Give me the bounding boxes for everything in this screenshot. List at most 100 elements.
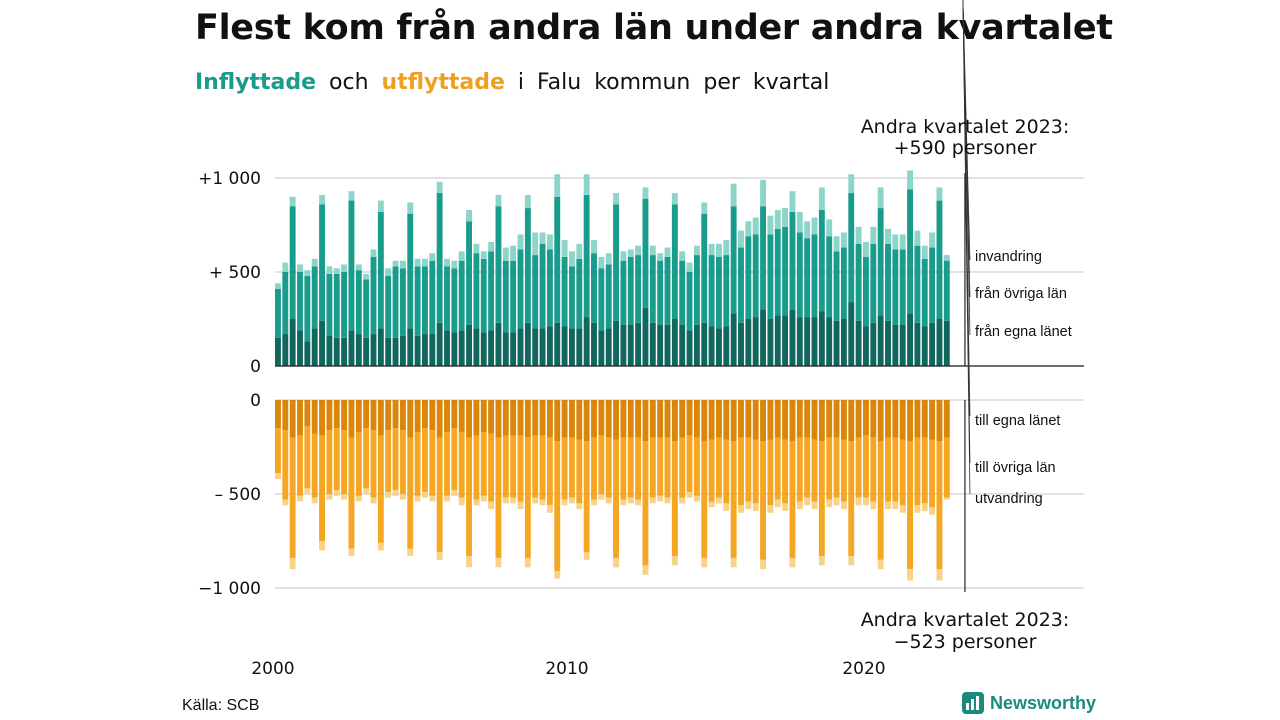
- newsworthy-logo-icon: [962, 692, 984, 714]
- bar-out-other-2011Q1: [598, 435, 605, 494]
- bar-in-other-2018Q4: [826, 236, 833, 318]
- bar-out-other-2007Q3: [495, 437, 502, 558]
- bar-in-own-2021Q1: [892, 324, 899, 366]
- bar-out-other-2002Q4: [355, 431, 362, 496]
- bar-in-other-2020Q4: [885, 243, 891, 321]
- bar-out-emig-2020Q4: [885, 501, 891, 510]
- bar-out-emig-2006Q4: [473, 499, 480, 506]
- bar-in-other-2006Q1: [451, 268, 458, 333]
- bar-in-immig-2020Q3: [877, 187, 884, 209]
- gridlines: [275, 177, 1084, 589]
- bar-out-own-2017Q4: [796, 400, 803, 438]
- bar-in-other-2022Q3: [936, 200, 943, 319]
- bar-out-emig-2021Q1: [892, 501, 899, 510]
- bar-out-other-2017Q4: [796, 437, 803, 502]
- axes: [275, 173, 1084, 592]
- bar-in-immig-2000Q4: [297, 264, 303, 272]
- bar-in-immig-2018Q1: [804, 221, 811, 239]
- bar-out-emig-2002Q1: [333, 490, 340, 496]
- bar-in-other-2014Q1: [686, 272, 693, 331]
- bar-out-own-2016Q2: [752, 400, 759, 440]
- bar-in-immig-2016Q2: [752, 217, 759, 235]
- bar-in-immig-2012Q2: [635, 245, 642, 256]
- bar-out-emig-2003Q2: [370, 497, 377, 504]
- bar-out-own-2014Q3: [701, 400, 708, 442]
- bar-in-immig-2018Q2: [811, 217, 818, 235]
- y-tick-bottom-2: −1 000: [198, 579, 261, 599]
- bar-out-emig-2004Q3: [407, 548, 414, 557]
- bar-out-own-2020Q1: [863, 400, 869, 436]
- annotation-top-line2: +590 personer: [894, 137, 1037, 159]
- bar-out-own-2001Q3: [319, 400, 325, 436]
- bar-in-other-2018Q3: [818, 209, 825, 312]
- bar-out-own-2002Q1: [333, 400, 340, 429]
- label-leader-out-2: [962, 0, 971, 495]
- bar-in-own-2015Q2: [723, 326, 730, 366]
- bar-out-other-2021Q1: [892, 437, 899, 502]
- bar-out-emig-2017Q3: [789, 557, 796, 568]
- subtitle-utflyttade: utflyttade: [381, 70, 505, 95]
- bar-in-immig-2008Q2: [517, 234, 524, 250]
- bar-in-immig-2022Q3: [936, 187, 943, 201]
- bar-in-own-2015Q4: [738, 322, 744, 366]
- bar-out-own-2002Q3: [348, 400, 355, 438]
- bar-out-emig-2011Q4: [620, 499, 627, 506]
- bar-in-own-2020Q1: [863, 326, 869, 366]
- bar-in-immig-2001Q3: [319, 194, 325, 205]
- bar-out-own-2008Q3: [524, 400, 531, 438]
- bar-in-own-2020Q4: [885, 320, 891, 366]
- bar-out-emig-2018Q4: [826, 499, 833, 508]
- bar-in-other-2011Q2: [605, 264, 612, 329]
- bar-in-other-2000Q3: [289, 206, 296, 319]
- bar-in-own-2019Q4: [855, 320, 862, 366]
- bar-out-own-2009Q1: [539, 400, 546, 436]
- bar-in-own-2019Q2: [840, 319, 847, 366]
- bar-in-immig-2001Q4: [326, 266, 333, 274]
- bar-in-own-2005Q1: [422, 334, 428, 366]
- bar-in-other-2018Q1: [804, 238, 811, 318]
- bar-in-other-2006Q4: [473, 253, 480, 329]
- bar-in-immig-2007Q1: [480, 251, 487, 259]
- bar-out-other-2002Q1: [333, 428, 340, 491]
- bar-out-other-2009Q4: [561, 437, 568, 500]
- bar-out-own-2007Q2: [488, 400, 495, 434]
- bar-in-other-2010Q2: [576, 258, 583, 329]
- bar-in-own-2010Q3: [583, 317, 590, 366]
- bar-out-other-2009Q1: [539, 435, 546, 500]
- bar-in-other-2008Q3: [524, 208, 531, 323]
- bar-out-other-2019Q2: [840, 439, 847, 502]
- bar-out-other-2016Q2: [752, 439, 759, 504]
- bar-in-other-2000Q4: [297, 272, 303, 331]
- bar-in-own-2009Q3: [554, 322, 561, 366]
- bar-in-immig-2001Q2: [311, 258, 318, 267]
- bar-out-other-2021Q2: [899, 439, 906, 506]
- bar-out-other-2009Q2: [546, 437, 553, 506]
- bar-out-other-2021Q4: [914, 437, 921, 506]
- bar-in-immig-2022Q1: [921, 245, 928, 259]
- bar-in-own-2018Q1: [804, 317, 811, 366]
- bar-out-own-2017Q1: [774, 400, 781, 438]
- y-tick-top-1: + 500: [209, 263, 261, 283]
- bar-out-other-2003Q2: [370, 430, 377, 498]
- bar-in-immig-2006Q2: [458, 251, 465, 261]
- bar-in-other-2010Q3: [583, 194, 590, 318]
- bar-in-own-2001Q1: [304, 341, 311, 366]
- bar-out-emig-2006Q3: [466, 556, 472, 568]
- bar-out-own-2015Q3: [730, 400, 737, 442]
- bar-out-other-2007Q2: [488, 433, 495, 502]
- bar-in-own-2021Q4: [914, 322, 921, 366]
- bar-out-own-2008Q1: [510, 400, 517, 436]
- bar-in-immig-2005Q3: [436, 181, 443, 194]
- bar-in-immig-2010Q2: [576, 243, 583, 259]
- annotation-top: Andra kvartalet 2023: +590 personer: [861, 116, 1070, 159]
- bar-in-immig-2021Q4: [914, 230, 921, 246]
- bar-in-own-2006Q1: [451, 332, 458, 366]
- bar-out-own-2022Q1: [921, 400, 928, 438]
- bar-in-other-2005Q2: [429, 260, 436, 335]
- bar-in-own-2010Q2: [576, 328, 583, 366]
- bar-in-own-2016Q2: [752, 317, 759, 366]
- x-tick-2000: 2000: [251, 659, 294, 679]
- bar-in-immig-2008Q1: [510, 245, 517, 261]
- bar-in-own-2021Q3: [907, 313, 913, 366]
- bar-out-emig-2002Q2: [341, 494, 348, 500]
